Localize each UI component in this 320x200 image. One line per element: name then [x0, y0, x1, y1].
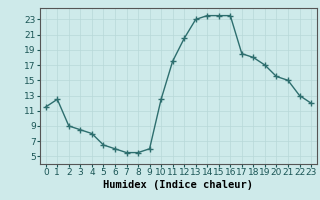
X-axis label: Humidex (Indice chaleur): Humidex (Indice chaleur)	[103, 180, 253, 190]
